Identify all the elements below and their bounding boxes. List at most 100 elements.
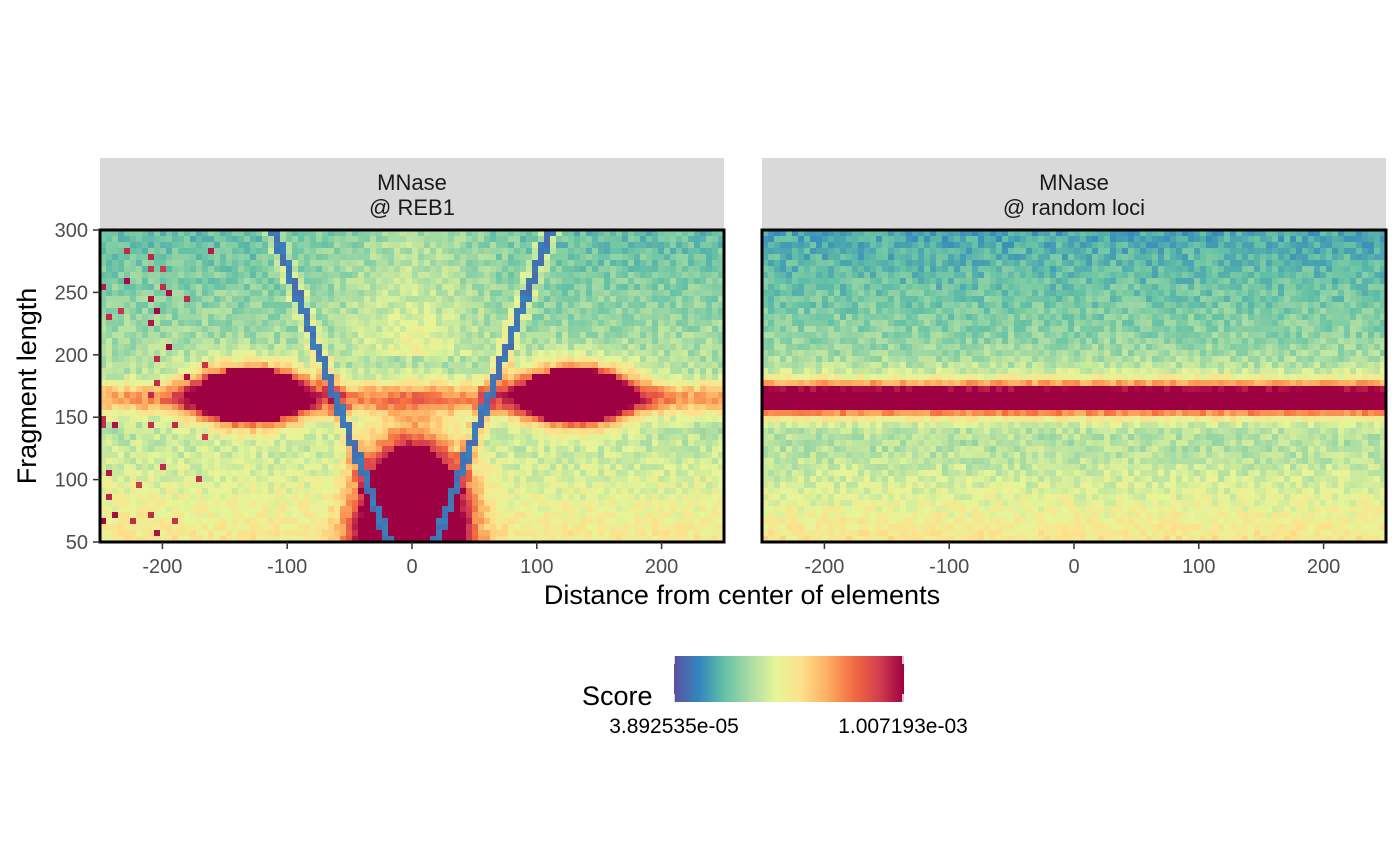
heat-cell	[562, 404, 569, 411]
heat-cell	[598, 254, 605, 261]
heat-cell	[502, 440, 509, 447]
heat-cell	[310, 242, 317, 249]
heat-cell	[220, 458, 227, 465]
heat-cell	[112, 374, 119, 381]
heat-cell	[322, 464, 329, 471]
heat-cell	[562, 392, 569, 399]
heat-cell	[442, 368, 449, 375]
heat-cell	[106, 362, 113, 369]
heat-cell	[610, 254, 617, 261]
heat-cell	[358, 344, 365, 351]
heat-cell	[628, 416, 635, 423]
heat-cell	[376, 398, 383, 405]
heat-cell	[214, 302, 221, 309]
heat-cell	[484, 392, 491, 399]
heat-cell	[418, 428, 425, 435]
heat-cell	[292, 284, 299, 291]
heat-cell	[586, 488, 593, 495]
heat-cell	[334, 290, 341, 297]
heat-cell	[562, 452, 569, 459]
heat-cell	[286, 344, 293, 351]
heat-cell	[196, 446, 203, 453]
heat-cell	[586, 506, 593, 513]
heat-cell	[292, 428, 299, 435]
heat-cell	[460, 512, 467, 519]
heat-cell	[232, 464, 239, 471]
heat-cell	[136, 470, 143, 477]
heat-cell	[502, 326, 509, 333]
heat-cell	[634, 368, 641, 375]
heat-cell	[340, 434, 347, 441]
heat-cell	[694, 440, 701, 447]
heat-cell	[112, 494, 119, 501]
heat-cell	[586, 386, 593, 393]
heat-cell	[460, 254, 467, 261]
heat-cell	[616, 278, 623, 285]
heat-cell	[712, 512, 719, 519]
heat-cell	[544, 332, 551, 339]
heat-cell	[178, 362, 185, 369]
heat-cell	[454, 242, 461, 249]
heat-cell	[550, 284, 557, 291]
heat-cell	[130, 350, 137, 357]
heat-cell	[118, 344, 125, 351]
heat-cell	[196, 470, 203, 477]
heat-cell	[190, 458, 197, 465]
heat-cell	[238, 506, 245, 513]
heat-cell	[340, 242, 347, 249]
heat-cell	[682, 422, 689, 429]
heat-cell	[502, 302, 509, 309]
heat-cell	[676, 332, 683, 339]
heat-cell	[346, 488, 353, 495]
heat-cell	[646, 296, 653, 303]
heat-cell	[124, 296, 131, 303]
heat-cell	[304, 326, 311, 333]
heat-cell	[232, 278, 239, 285]
heat-cell	[214, 296, 221, 303]
heat-cell	[664, 428, 671, 435]
heat-cell	[640, 320, 647, 327]
heat-cell	[532, 302, 539, 309]
heat-cell	[286, 374, 293, 381]
heat-cell	[628, 320, 635, 327]
heat-cell	[574, 260, 581, 267]
heat-cell	[490, 356, 497, 363]
heat-cell	[340, 422, 347, 429]
heat-cell	[154, 428, 161, 435]
heat-cell	[346, 332, 353, 339]
heat-cell	[100, 242, 107, 249]
heat-cell	[412, 374, 419, 381]
heat-cell	[622, 248, 629, 255]
heat-cell	[148, 482, 155, 489]
heat-cell	[496, 284, 503, 291]
heat-cell	[712, 434, 719, 441]
heat-cell	[190, 356, 197, 363]
heat-cell	[556, 416, 563, 423]
heat-cell	[442, 356, 449, 363]
heat-cell	[346, 278, 353, 285]
heat-cell	[580, 404, 587, 411]
heat-cell	[490, 470, 497, 477]
heat-cell	[106, 488, 113, 495]
heat-cell	[340, 404, 347, 411]
heat-cell	[196, 440, 203, 447]
heat-cell	[430, 500, 437, 507]
heat-cell	[496, 314, 503, 321]
heat-cell	[712, 500, 719, 507]
heat-cell	[454, 404, 461, 411]
heat-cell	[226, 332, 233, 339]
heat-cell	[436, 398, 443, 405]
heat-cell	[154, 404, 161, 411]
heat-cell	[232, 392, 239, 399]
heat-cell	[706, 344, 713, 351]
heat-cell	[382, 356, 389, 363]
heat-cell	[568, 440, 575, 447]
heat-cell	[718, 230, 725, 237]
heat-cell	[100, 272, 107, 279]
heat-cell	[292, 446, 299, 453]
heat-cell	[334, 266, 341, 273]
heat-cell	[532, 428, 539, 435]
heat-cell	[100, 434, 107, 441]
heat-cell	[142, 386, 149, 393]
heat-cell	[514, 272, 521, 279]
